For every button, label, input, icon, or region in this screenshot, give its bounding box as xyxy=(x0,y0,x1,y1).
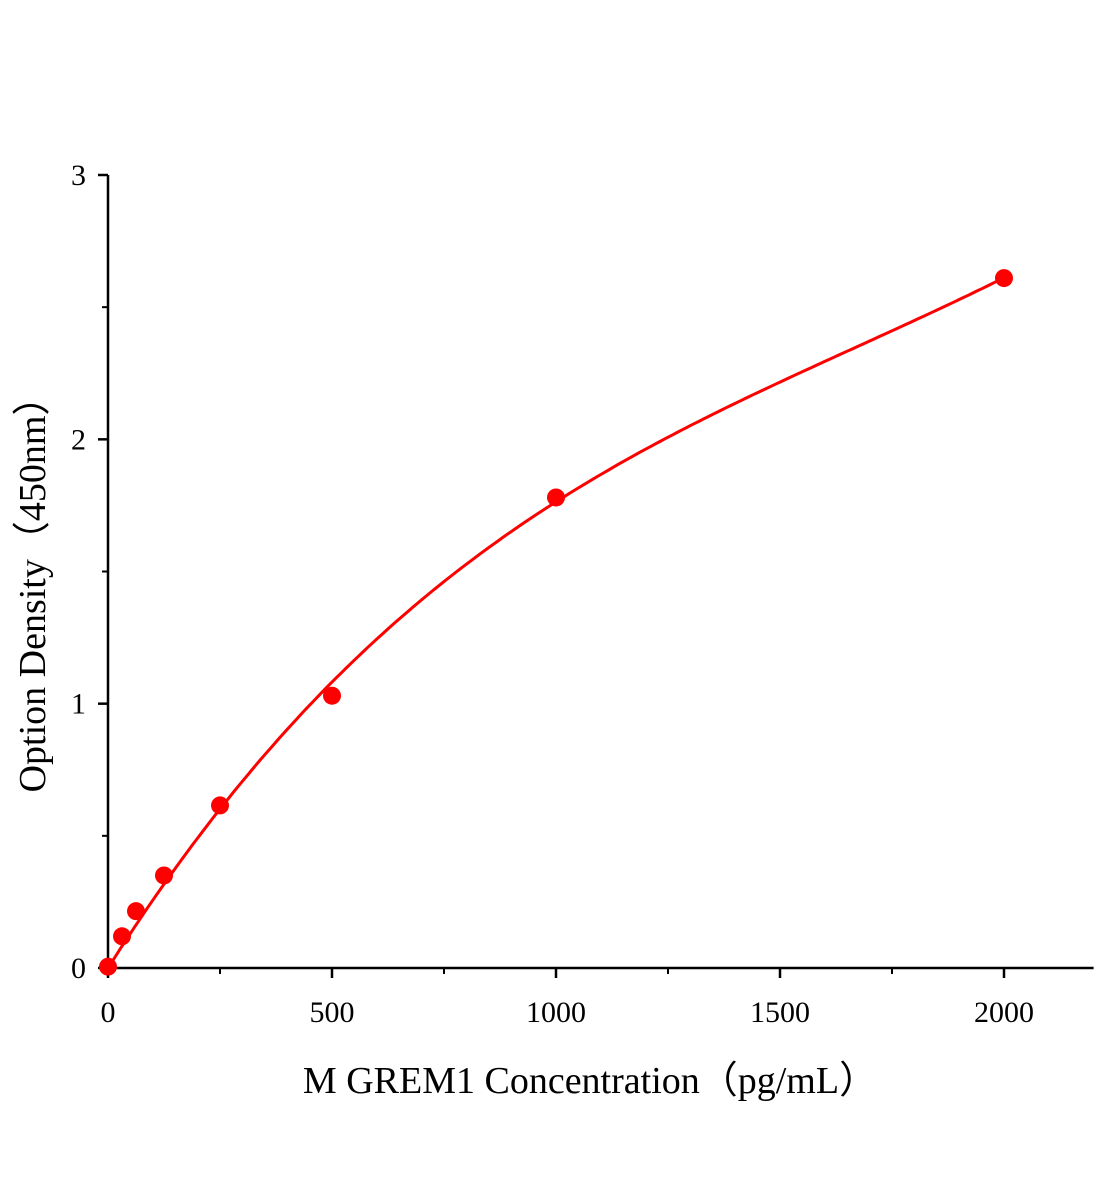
x-tick-label: 1000 xyxy=(526,996,586,1029)
axes xyxy=(106,175,1094,970)
y-tick-label: 2 xyxy=(71,423,86,456)
data-point xyxy=(323,686,341,705)
fit-curve xyxy=(106,276,1005,969)
data-point xyxy=(113,927,131,946)
data-point xyxy=(211,796,229,815)
data-point xyxy=(547,488,565,507)
x-axis-title: M GREM1 Concentration（pg/mL） xyxy=(303,1060,877,1102)
data-point xyxy=(995,269,1013,288)
data-point xyxy=(155,866,173,885)
data-points xyxy=(99,269,1013,976)
x-tick-label: 0 xyxy=(101,996,116,1029)
y-axis-title: Option Density（450nm） xyxy=(12,378,54,793)
ticks: 0 500 1000 1500 2000 0 1 2 3 xyxy=(71,159,1034,1029)
data-point xyxy=(127,902,145,921)
x-tick-label: 2000 xyxy=(974,996,1034,1029)
y-tick-label: 0 xyxy=(71,952,86,985)
x-tick-label: 1500 xyxy=(750,996,810,1029)
y-tick-label: 3 xyxy=(71,159,86,192)
x-tick-label: 500 xyxy=(310,996,355,1029)
y-tick-label: 1 xyxy=(71,688,86,721)
data-point xyxy=(99,957,117,976)
